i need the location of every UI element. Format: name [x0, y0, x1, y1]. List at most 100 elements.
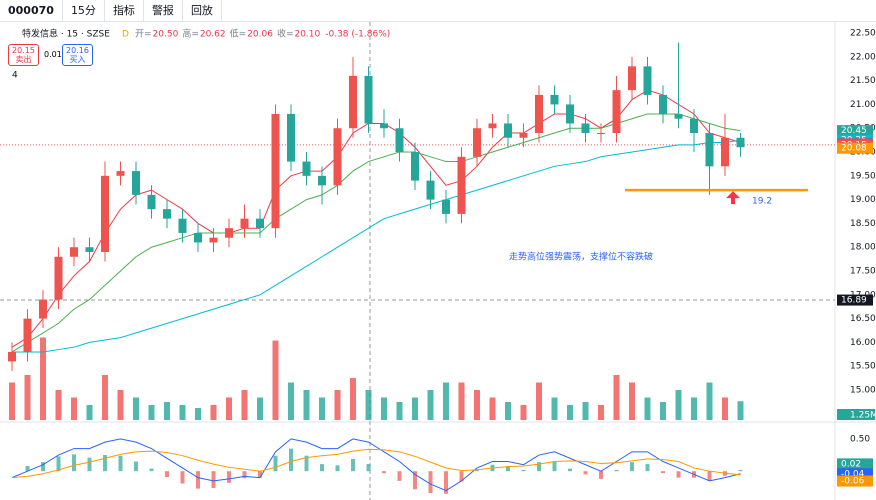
volume-bar: [102, 375, 108, 420]
volume-bar: [598, 405, 604, 420]
y-tick-label: 22.50: [850, 29, 876, 39]
macd-hist: [413, 471, 417, 490]
volume-bar: [706, 382, 713, 420]
candle-body: [535, 94, 543, 133]
legend-value: 20.50: [153, 30, 179, 40]
candle-body: [473, 128, 481, 157]
macd-hist: [583, 471, 588, 475]
volume-bar: [133, 397, 139, 420]
macd-hist: [428, 471, 433, 494]
macd-hist: [165, 471, 169, 477]
chart-title: 特发信息 · 15 · SZSE: [22, 28, 110, 40]
macd-hist: [661, 471, 665, 474]
macd-badge: [837, 458, 873, 470]
macd-tick-label: 0.50: [850, 434, 870, 444]
volume-bar: [505, 402, 511, 420]
candle-body: [488, 123, 497, 129]
buy-price: 20.16: [66, 46, 89, 55]
candle-body: [8, 351, 16, 362]
price-badge: [837, 142, 873, 154]
legend-label: 低=: [230, 28, 247, 40]
toolbar: 000070 15分 指标 警报 回放: [0, 0, 876, 22]
symbol[interactable]: 000070: [0, 0, 63, 22]
volume-bar: [319, 397, 325, 420]
candle-body: [256, 218, 264, 229]
price-badge-label: 16.89: [841, 296, 867, 306]
candle-body: [426, 180, 435, 200]
macd-hist: [258, 471, 262, 478]
volume-bar: [365, 390, 372, 420]
ma-line: [12, 139, 741, 353]
macd-badge-label: -0.04: [841, 469, 865, 479]
candle-body: [566, 104, 574, 124]
sell-price: 20.15: [12, 46, 35, 55]
ma-line: [11, 89, 741, 348]
macd-hist: [568, 468, 572, 472]
macd-hist: [320, 464, 324, 472]
candle-body: [333, 128, 342, 186]
macd-hist: [521, 469, 526, 472]
candle-body: [628, 66, 636, 91]
volume-bar: [443, 382, 449, 420]
buy-label: 买入: [69, 55, 86, 64]
legend-label: 收=: [277, 28, 294, 40]
annotation: 走势高位强势震荡，支撑位不容跌破: [509, 251, 653, 263]
volume-bar: [520, 405, 527, 420]
legend-label: 开=: [135, 29, 152, 40]
y-tick-label: 21.00: [850, 100, 876, 110]
candle-body: [178, 218, 187, 233]
macd-hist: [599, 471, 603, 479]
volume-bar: [350, 378, 356, 420]
macd-hist: [366, 464, 371, 472]
arrow: [726, 191, 740, 205]
candle-body: [70, 247, 78, 257]
volume-bar: [86, 405, 93, 420]
y-tick-label: 15.00: [850, 386, 876, 396]
volume-bar: [644, 397, 651, 420]
candle-body: [690, 118, 698, 133]
volume-bar: [210, 405, 217, 420]
spread: 0.01: [44, 50, 62, 59]
replay[interactable]: 回放: [183, 0, 222, 22]
macd-hist: [134, 461, 138, 472]
macd-badge-label: -0.06: [841, 477, 865, 487]
volume-bar: [195, 408, 201, 420]
macd-hist: [537, 462, 541, 472]
volume-badge: [837, 409, 875, 420]
volume-bar: [613, 375, 620, 420]
sell-button[interactable]: 20.15 卖出: [8, 44, 39, 66]
y-tick-label: 15.50: [850, 362, 876, 372]
volume-bar: [536, 382, 542, 420]
candle-body: [674, 113, 683, 119]
macd-hist: [397, 471, 402, 481]
macd-hist: [41, 462, 45, 472]
volume-bar: [55, 390, 62, 420]
buy-button[interactable]: 20.16 买入: [62, 44, 93, 66]
candle-body: [504, 123, 512, 138]
volume-bar: [660, 402, 666, 420]
volume-bar: [24, 375, 31, 420]
macd-hist: [87, 457, 92, 472]
macd-hist: [552, 461, 557, 472]
macd-hist: [196, 471, 200, 489]
session-badge: D: [122, 30, 129, 40]
price-badge: [837, 294, 873, 306]
interval[interactable]: 15分: [63, 0, 105, 22]
candle-body: [85, 247, 94, 252]
indicators[interactable]: 指标: [105, 0, 144, 22]
candle-body: [597, 132, 605, 134]
candle-body: [581, 123, 590, 133]
volume-bar: [691, 397, 697, 420]
volume-bar: [722, 397, 728, 420]
candle-body: [271, 113, 280, 229]
macd-hist: [25, 466, 30, 472]
volume-bar: [241, 390, 248, 420]
candle-body: [457, 156, 466, 214]
macd-hist: [738, 469, 743, 472]
alert[interactable]: 警报: [144, 0, 183, 22]
legend-label: 高=: [182, 28, 199, 40]
candle-body: [54, 256, 63, 300]
macd-hist: [242, 471, 247, 479]
macd-hist: [180, 471, 185, 484]
